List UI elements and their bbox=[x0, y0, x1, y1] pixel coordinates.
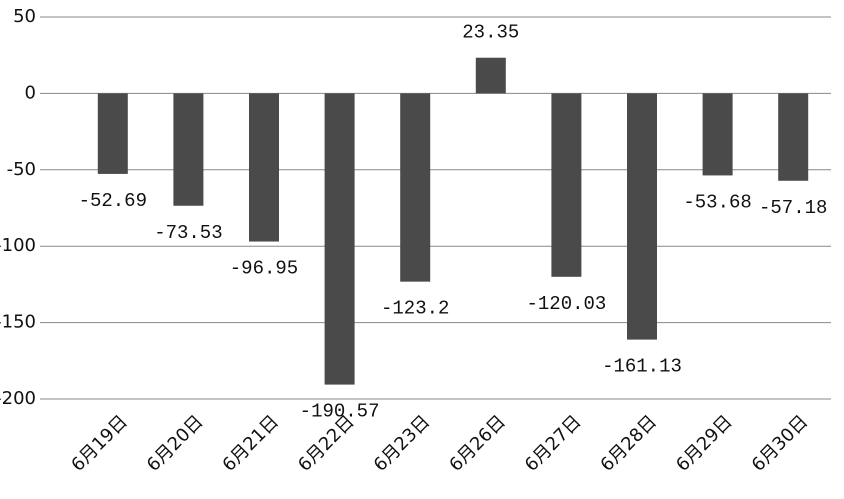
x-tick-label: 6月30日 bbox=[748, 411, 813, 476]
y-tick-label: 0 bbox=[25, 82, 36, 103]
y-tick-label: -100 bbox=[0, 235, 36, 256]
bar bbox=[249, 93, 279, 242]
value-label: -73.53 bbox=[154, 222, 222, 244]
value-label: -161.13 bbox=[602, 356, 682, 378]
bar bbox=[702, 93, 733, 176]
value-label: -123.2 bbox=[381, 298, 449, 320]
x-tick-label: 6月21日 bbox=[218, 411, 283, 476]
x-tick-label: 6月28日 bbox=[596, 411, 661, 476]
x-tick-label: 6月20日 bbox=[143, 411, 208, 476]
value-label: -52.69 bbox=[79, 190, 147, 212]
bar bbox=[173, 93, 204, 206]
x-tick-label: 6月27日 bbox=[521, 411, 586, 476]
x-tick-label: 6月19日 bbox=[67, 411, 132, 476]
bar bbox=[475, 57, 506, 94]
value-label: 23.35 bbox=[462, 22, 519, 44]
value-label: -120.03 bbox=[526, 293, 606, 315]
bar bbox=[778, 93, 809, 181]
value-label: -190.57 bbox=[300, 401, 380, 423]
value-label: -53.68 bbox=[683, 191, 751, 213]
value-label: -57.18 bbox=[759, 197, 827, 219]
bar bbox=[97, 93, 128, 174]
y-tick-label: -200 bbox=[0, 388, 36, 409]
bar bbox=[551, 93, 582, 277]
y-tick-label: 50 bbox=[13, 6, 36, 27]
bar bbox=[627, 93, 657, 340]
bar bbox=[324, 93, 355, 385]
value-label: -96.95 bbox=[230, 258, 298, 280]
bar bbox=[400, 93, 431, 282]
x-tick-label: 6月29日 bbox=[672, 411, 737, 476]
x-tick-label: 6月26日 bbox=[445, 411, 510, 476]
y-tick-label: -150 bbox=[0, 312, 36, 333]
y-tick-label: -50 bbox=[7, 159, 36, 180]
